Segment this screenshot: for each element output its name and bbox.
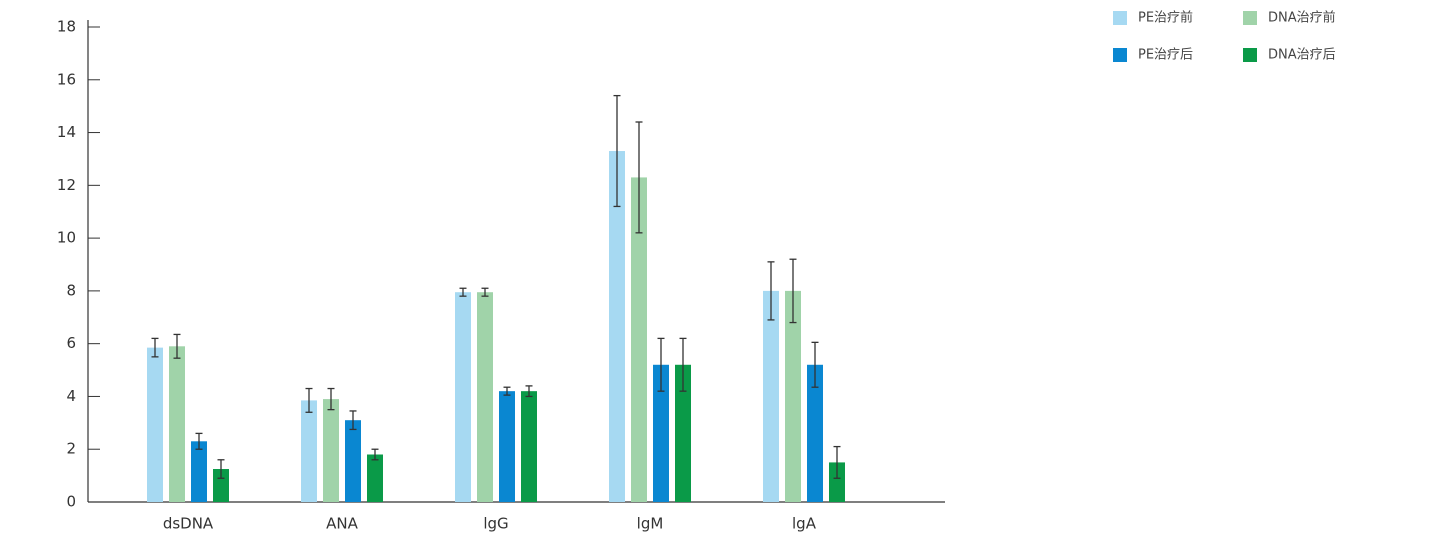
y-tick-label: 14: [57, 123, 76, 141]
legend-label: PE治疗前: [1138, 10, 1193, 26]
bar: [521, 391, 537, 502]
bar: [477, 292, 493, 502]
y-tick-label: 2: [66, 440, 76, 458]
bar: [499, 391, 515, 502]
x-tick-label: lgG: [483, 515, 508, 533]
legend-swatch: [1113, 48, 1127, 62]
bar: [147, 347, 163, 502]
y-tick-label: 18: [57, 18, 76, 36]
bar: [345, 420, 361, 502]
bar: [807, 364, 823, 502]
bar: [675, 364, 691, 502]
y-tick-label: 0: [66, 493, 76, 511]
y-tick-label: 6: [66, 334, 76, 352]
bar: [785, 290, 801, 502]
x-tick-label: ANA: [326, 515, 358, 533]
legend-swatch: [1243, 11, 1257, 25]
bar: [213, 469, 229, 502]
x-tick-label: lgM: [637, 515, 664, 533]
legend-label: PE治疗后: [1138, 48, 1193, 63]
bar: [191, 441, 207, 502]
bar: [323, 399, 339, 502]
legend-label: DNA治疗后: [1268, 48, 1336, 63]
x-tick-label: dsDNA: [163, 515, 214, 533]
bar: [609, 151, 625, 502]
y-tick-label: 16: [57, 70, 76, 88]
y-tick-label: 4: [66, 387, 76, 405]
bar: [829, 462, 845, 502]
bar: [763, 290, 779, 502]
bar: [455, 292, 471, 502]
bar: [169, 346, 185, 502]
legend-swatch: [1113, 11, 1127, 25]
bar: [653, 364, 669, 502]
y-tick-label: 8: [66, 281, 76, 299]
x-tick-label: lgA: [792, 515, 817, 533]
bar: [631, 177, 647, 502]
y-tick-label: 10: [57, 229, 76, 247]
bar: [301, 400, 317, 502]
legend-swatch: [1243, 48, 1257, 62]
legend-label: DNA治疗前: [1268, 10, 1336, 26]
bar: [367, 454, 383, 502]
y-tick-label: 12: [57, 176, 76, 194]
